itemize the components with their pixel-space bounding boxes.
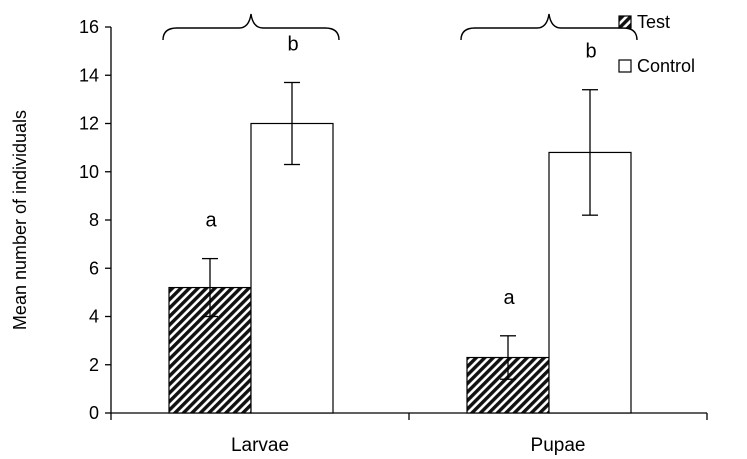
y-tick-label: 2 [89,355,99,375]
y-tick-label: 4 [89,307,99,327]
significance-letter: a [205,210,217,232]
y-tick-label: 14 [79,65,99,85]
y-tick-label: 0 [89,403,99,423]
legend: Test Control [618,12,695,76]
y-tick-label: 6 [89,258,99,278]
significance-letters: a b a b [205,33,596,308]
y-tick-label: 16 [79,17,99,37]
axes: 0 2 4 6 8 10 12 14 16 Larvae Pupae Mean number of i… [10,17,708,456]
significance-letter: b [287,33,298,55]
significance-letter: a [503,287,515,309]
legend-label-test: Test [637,12,670,32]
x-tick-label: Pupae [531,435,586,456]
y-tick-label: 12 [79,114,99,134]
y-axis-label: Mean number of individuals [10,110,30,330]
bracket-pupae [460,13,638,41]
y-tick-label: 10 [79,162,99,182]
y-tick-label: 8 [89,210,99,230]
bars [168,122,632,414]
error-bars [202,81,598,380]
legend-label-control: Control [637,56,695,76]
legend-swatch-control [618,59,632,73]
x-tick-label: Larvae [231,435,289,456]
bracket-larvae [162,13,340,41]
significance-letter: b [585,41,596,63]
legend-swatch-test [618,15,632,29]
bar-control-larvae [250,122,334,414]
comparison-brackets [162,13,638,41]
